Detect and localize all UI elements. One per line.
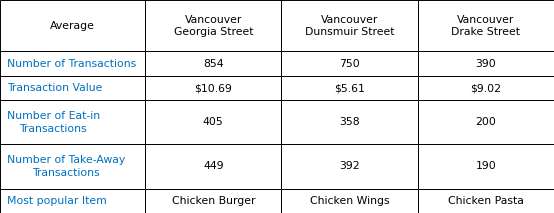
- Bar: [418, 76, 554, 100]
- Bar: [418, 189, 554, 213]
- Text: Most popular Item: Most popular Item: [7, 196, 106, 206]
- Bar: [0, 0, 145, 51]
- Bar: [0, 144, 145, 189]
- Text: Number of Take-Away
Transactions: Number of Take-Away Transactions: [7, 155, 125, 178]
- Bar: [281, 76, 418, 100]
- Bar: [418, 51, 554, 76]
- Text: 750: 750: [339, 59, 360, 69]
- Text: 200: 200: [475, 117, 496, 127]
- Bar: [0, 100, 145, 144]
- Bar: [418, 100, 554, 144]
- Bar: [145, 144, 281, 189]
- Text: 449: 449: [203, 161, 224, 171]
- Text: 190: 190: [475, 161, 496, 171]
- Text: $5.61: $5.61: [334, 83, 365, 93]
- Bar: [281, 51, 418, 76]
- Text: Transaction Value: Transaction Value: [7, 83, 102, 93]
- Bar: [0, 189, 145, 213]
- Text: 390: 390: [475, 59, 496, 69]
- Bar: [145, 76, 281, 100]
- Text: Vancouver
Georgia Street: Vancouver Georgia Street: [173, 14, 253, 37]
- Bar: [0, 51, 145, 76]
- Bar: [145, 51, 281, 76]
- Text: Vancouver
Dunsmuir Street: Vancouver Dunsmuir Street: [305, 14, 394, 37]
- Text: Average: Average: [50, 21, 95, 31]
- Text: $10.69: $10.69: [194, 83, 232, 93]
- Text: Chicken Burger: Chicken Burger: [172, 196, 255, 206]
- Text: 405: 405: [203, 117, 224, 127]
- Bar: [281, 189, 418, 213]
- Bar: [281, 144, 418, 189]
- Text: Number of Eat-in
Transactions: Number of Eat-in Transactions: [7, 111, 100, 134]
- Text: 358: 358: [339, 117, 360, 127]
- Text: $9.02: $9.02: [470, 83, 501, 93]
- Bar: [418, 144, 554, 189]
- Text: 392: 392: [339, 161, 360, 171]
- Text: Number of Transactions: Number of Transactions: [7, 59, 136, 69]
- Bar: [145, 189, 281, 213]
- Text: Chicken Pasta: Chicken Pasta: [448, 196, 524, 206]
- Bar: [145, 0, 281, 51]
- Bar: [418, 0, 554, 51]
- Bar: [145, 100, 281, 144]
- Bar: [281, 100, 418, 144]
- Bar: [281, 0, 418, 51]
- Text: 854: 854: [203, 59, 224, 69]
- Text: Chicken Wings: Chicken Wings: [310, 196, 389, 206]
- Text: Vancouver
Drake Street: Vancouver Drake Street: [452, 14, 520, 37]
- Bar: [0, 76, 145, 100]
